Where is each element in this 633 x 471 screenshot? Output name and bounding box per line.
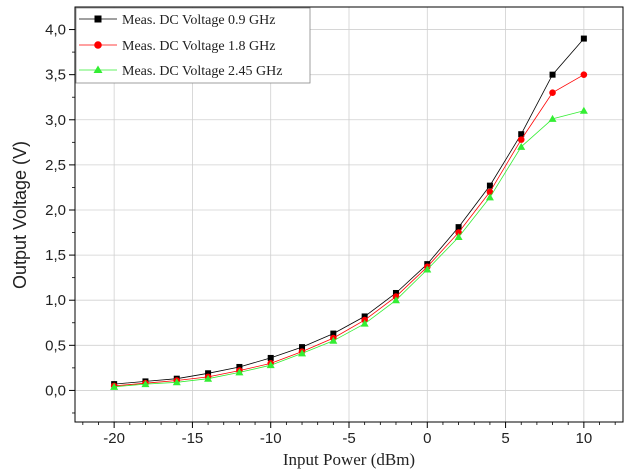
x-tick-label: -20 xyxy=(103,430,125,447)
series-3 xyxy=(110,106,588,390)
y-axis-title: Output Voltage (V) xyxy=(10,141,30,289)
data-point xyxy=(204,374,213,382)
data-point xyxy=(110,382,119,390)
y-tick-label: 3,5 xyxy=(45,67,66,84)
legend-marker-series-3 xyxy=(93,65,103,73)
data-point xyxy=(141,380,150,388)
series-line xyxy=(114,38,585,385)
data-point xyxy=(517,136,525,143)
data-point xyxy=(548,114,557,122)
data-point xyxy=(172,378,181,386)
data-point xyxy=(549,71,556,78)
grid-lines xyxy=(75,7,623,422)
y-tick-label: 2,5 xyxy=(45,157,66,174)
data-point xyxy=(579,106,588,114)
legend-label-series-3: Meas. DC Voltage 2.45 GHz xyxy=(122,64,282,79)
legend-marker-series-2 xyxy=(94,41,102,49)
data-point xyxy=(360,319,369,327)
data-point xyxy=(580,71,588,78)
y-tick-label: 2,0 xyxy=(45,202,66,219)
data-point xyxy=(298,349,307,357)
data-point xyxy=(455,229,462,236)
legend: Meas. DC Voltage 0.9 GHz Meas. DC Voltag… xyxy=(75,7,311,84)
data-point xyxy=(517,142,526,150)
y-tick-label: 1,5 xyxy=(45,247,66,264)
data-point xyxy=(423,265,432,273)
y-tick-label: 1,0 xyxy=(45,292,66,309)
data-point xyxy=(330,330,337,337)
y-tick-label: 0,5 xyxy=(45,337,66,354)
x-tick-label: 5 xyxy=(501,430,509,447)
legend-marker-series-1 xyxy=(94,15,102,23)
x-axis-title: Input Power (dBm) xyxy=(283,450,415,469)
data-point xyxy=(518,131,525,138)
data-point xyxy=(361,313,368,320)
y-tick-label: 4,0 xyxy=(45,22,66,39)
legend-box xyxy=(75,7,311,84)
series-line xyxy=(114,110,585,388)
x-tick-label: -5 xyxy=(342,430,355,447)
data-point xyxy=(486,182,493,189)
data-point xyxy=(266,361,275,369)
data-point xyxy=(267,354,274,361)
data-point xyxy=(580,35,587,42)
x-tick-label: -10 xyxy=(260,430,282,447)
data-point xyxy=(486,188,494,196)
data-point xyxy=(392,289,399,296)
y-tick-label: 3,0 xyxy=(45,112,66,129)
series-line xyxy=(114,74,585,387)
axis-ticks: -20 -15 -10 -5 0 5 10 0,0 0,5 1,0 1,5 2,0 2,5 3,0 3,5 4… xyxy=(45,22,616,447)
data-point xyxy=(485,193,494,201)
data-point xyxy=(329,336,338,344)
legend-label-series-1: Meas. DC Voltage 0.9 GHz xyxy=(122,13,275,28)
data-point xyxy=(299,344,306,351)
data-point xyxy=(549,89,556,97)
data-point xyxy=(205,370,212,377)
legend-label-series-2: Meas. DC Voltage 1.8 GHz xyxy=(122,39,275,54)
x-tick-label: 0 xyxy=(423,430,431,447)
data-point xyxy=(236,363,243,370)
x-tick-label: -15 xyxy=(182,430,204,447)
data-point xyxy=(455,224,462,231)
data-point xyxy=(454,233,463,241)
y-tick-label: 0,0 xyxy=(45,382,66,399)
x-tick-label: 10 xyxy=(576,430,593,447)
data-point xyxy=(391,296,400,304)
series-layer xyxy=(110,35,588,390)
data-point xyxy=(235,368,244,376)
